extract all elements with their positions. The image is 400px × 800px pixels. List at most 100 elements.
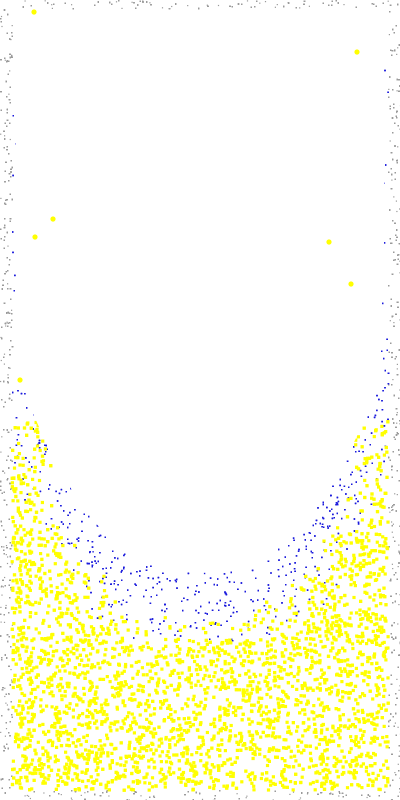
wall-particle <box>264 1 267 3</box>
wall-particle <box>396 412 398 414</box>
wall-particle <box>0 336 2 339</box>
wall-particle <box>6 704 8 706</box>
wall-particle <box>394 722 396 724</box>
wall-particle <box>26 794 28 797</box>
wall-particle <box>398 544 400 546</box>
wall-particle <box>9 70 11 72</box>
wall-particle <box>28 795 30 797</box>
wall-particle <box>397 623 399 625</box>
wall-particle <box>259 2 261 4</box>
wall-particle <box>321 792 323 794</box>
wall-particle <box>206 4 208 6</box>
wall-particle <box>6 321 8 323</box>
wall-particle <box>4 687 6 689</box>
wall-particle <box>391 179 393 181</box>
wall-particle <box>398 689 400 691</box>
wall-particle <box>299 797 302 799</box>
wall-particle <box>389 140 391 142</box>
wall-particle <box>396 494 398 496</box>
wall-particle <box>391 563 393 565</box>
wall-particle <box>1 25 3 28</box>
wall-particle <box>292 791 295 793</box>
wall-particle <box>387 0 389 2</box>
wall-particle <box>397 726 399 728</box>
wall-particle <box>11 25 13 27</box>
wall-particle <box>245 797 247 799</box>
wall-particle <box>1 436 3 438</box>
wall-particle <box>108 795 110 797</box>
wall-particle <box>11 679 13 681</box>
wall-particle <box>393 322 395 324</box>
wall-particle <box>115 1 118 3</box>
wall-particle <box>289 793 291 795</box>
wall-particle <box>121 7 123 9</box>
wall-particle <box>394 49 396 51</box>
wall-particle <box>4 576 6 579</box>
wall-particle <box>276 4 278 6</box>
wall-particle <box>11 563 13 565</box>
wall-particle <box>217 4 220 7</box>
wall-particle <box>0 133 2 135</box>
wall-particle <box>3 621 6 623</box>
wall-particle <box>392 536 394 538</box>
wall-particle <box>397 763 399 765</box>
wall-particle <box>0 731 2 733</box>
wall-particle <box>7 283 9 285</box>
wall-particle <box>394 493 396 495</box>
wall-particle <box>60 794 62 796</box>
wall-particle <box>153 796 156 798</box>
wall-particle <box>396 210 398 213</box>
wall-particle <box>11 309 13 311</box>
wall-particle <box>389 4 391 6</box>
wall-particle <box>398 654 400 656</box>
wall-particle <box>44 0 46 2</box>
wall-particle <box>10 669 12 671</box>
wall-particle <box>0 197 2 199</box>
wall-particle <box>4 135 6 137</box>
wall-particle <box>84 792 86 794</box>
wall-particle <box>51 7 53 9</box>
wall-particle <box>395 200 397 202</box>
wall-particle <box>396 368 398 370</box>
wall-particle <box>0 451 2 453</box>
wall-particle <box>4 735 6 737</box>
wall-particle <box>0 380 2 383</box>
wall-particle <box>308 5 310 7</box>
wall-particle <box>24 0 26 2</box>
wall-particle <box>392 568 394 570</box>
wall-particle <box>397 47 399 49</box>
wall-particle <box>5 325 7 327</box>
wall-particle <box>338 795 340 797</box>
wall-particle <box>396 678 398 680</box>
wall-particle <box>24 795 26 797</box>
wall-particle <box>131 1 133 3</box>
wall-particle <box>366 796 368 799</box>
wall-particle <box>8 93 10 95</box>
wall-particle <box>389 511 391 513</box>
wall-particle <box>161 7 164 9</box>
wall-particle <box>5 604 7 607</box>
wall-particle <box>274 6 276 8</box>
wall-particle <box>9 138 11 141</box>
wall-particle <box>8 693 10 695</box>
wall-particle <box>10 39 12 41</box>
wall-particle <box>389 320 391 322</box>
wall-particle <box>187 5 189 7</box>
wall-particle <box>392 523 394 525</box>
wall-particle <box>71 4 73 6</box>
wall-particle <box>398 550 400 552</box>
wall-particle <box>388 88 390 90</box>
wall-particle <box>391 531 393 533</box>
wall-particle <box>246 795 248 797</box>
wall-particle <box>7 374 9 376</box>
wall-particle <box>392 379 394 381</box>
wall-particle <box>397 146 399 148</box>
wall-particle <box>2 586 4 588</box>
wall-particle <box>396 53 398 55</box>
wall-particle <box>391 521 393 523</box>
wall-particle <box>306 793 309 795</box>
wall-particle <box>299 7 301 9</box>
wall-particle <box>9 367 11 369</box>
